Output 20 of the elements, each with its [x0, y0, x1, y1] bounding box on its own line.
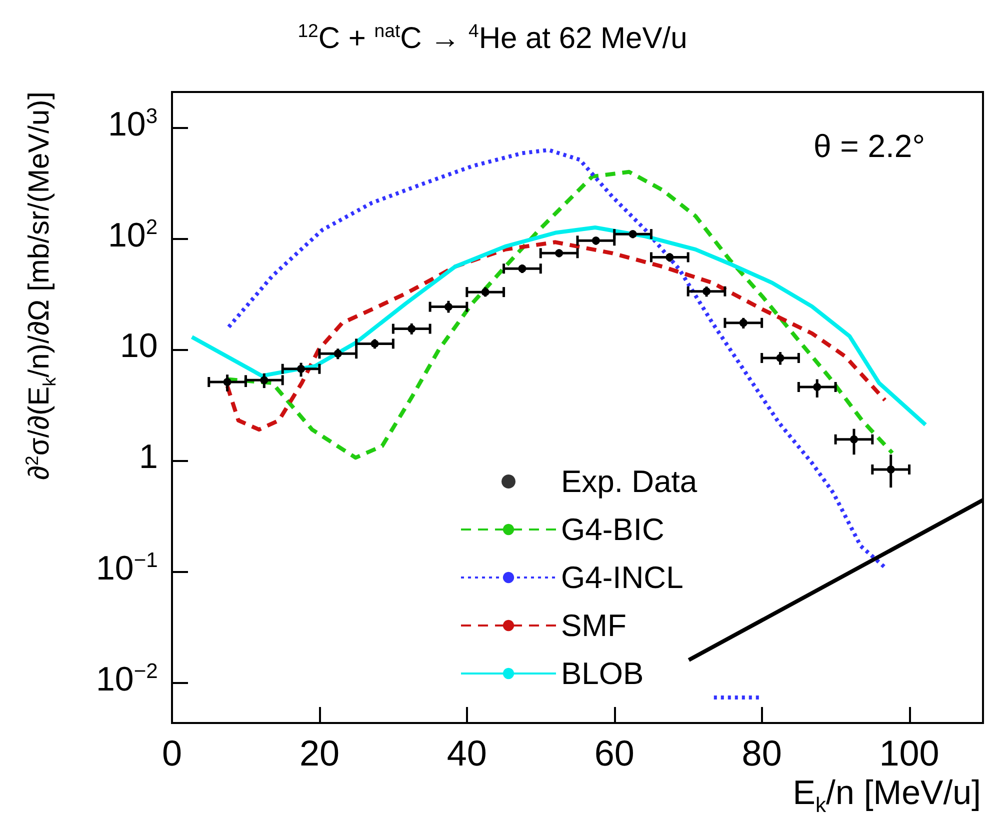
y-tick-label: 10 [120, 326, 158, 365]
y-tick-label: 10$^{3}$ [108, 105, 158, 144]
legend-label: G4-BIC [561, 512, 664, 547]
chart-title: $^{12}$C + $^{nat}$C → $^{4}$He at 62 MeV/u [296, 20, 688, 55]
legend-label: SMF [561, 608, 626, 643]
legend-label: G4-INCL [561, 560, 684, 595]
legend-label: Exp. Data [561, 464, 698, 499]
x-tick-label: 20 [299, 732, 340, 774]
x-tick-label: 40 [446, 732, 487, 774]
x-tick-label: 0 [162, 732, 182, 774]
y-tick-label: 10$^{−2}$ [96, 660, 158, 698]
x-tick-label: 100 [879, 732, 940, 774]
x-tick-label: 60 [594, 732, 634, 774]
y-tick-label: 10$^{2}$ [108, 216, 158, 254]
x-axis-title: E$_{k}$/n [MeV/u] [792, 774, 981, 817]
annotation: θ = 2.2° [813, 128, 925, 164]
legend-label: BLOB [561, 656, 644, 691]
y-tick-label: 1 [139, 438, 158, 476]
y-tick-label: 10$^{−1}$ [96, 548, 158, 588]
x-tick-label: 80 [742, 732, 782, 774]
